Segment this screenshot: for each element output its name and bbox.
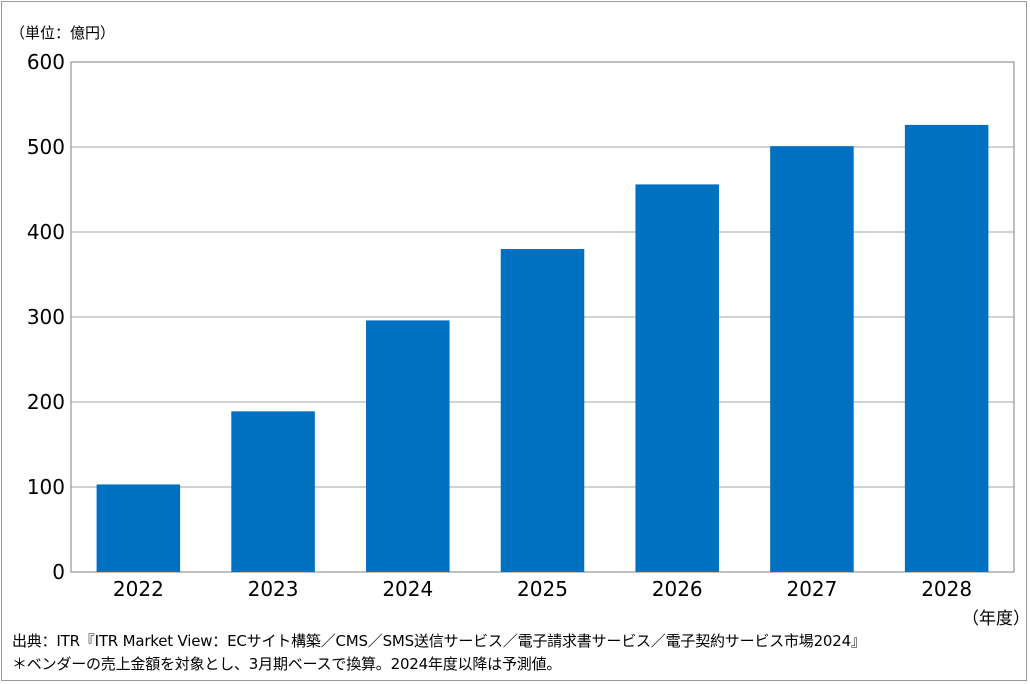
bar-2023 xyxy=(231,411,315,572)
x-tick-label: 2027 xyxy=(786,577,837,601)
bar-2026 xyxy=(635,184,719,572)
footnote: ＊ベンダーの売上金額を対象とし、3月期ベースで換算。2024年度以降は予測値。 xyxy=(12,655,562,673)
bar-2025 xyxy=(500,249,585,572)
y-tick-label: 100 xyxy=(27,475,65,499)
bar-2027 xyxy=(770,146,854,572)
y-tick-label: 600 xyxy=(27,50,65,74)
unit-label: （単位：億円） xyxy=(10,24,116,42)
y-axis-ticks: 0 100 200 300 400 500 600 xyxy=(27,50,65,584)
y-tick-label: 400 xyxy=(27,220,65,244)
y-tick-label: 500 xyxy=(27,135,65,159)
x-tick-label: 2022 xyxy=(113,577,164,601)
x-axis-ticks: 2022 2023 2024 2025 2026 2027 2028 xyxy=(113,577,972,601)
source-note: 出典：ITR『ITR Market View：ECサイト構築／CMS／SMS送信… xyxy=(12,632,866,650)
fiscal-year-label: （年度） xyxy=(962,609,1030,629)
x-tick-label: 2023 xyxy=(248,577,299,601)
x-tick-label: 2026 xyxy=(652,577,703,601)
bar-2028 xyxy=(904,124,989,573)
y-tick-label: 200 xyxy=(27,390,65,414)
x-tick-label: 2024 xyxy=(382,577,433,601)
x-tick-label: 2025 xyxy=(517,577,568,601)
y-tick-label: 300 xyxy=(27,305,65,329)
bars xyxy=(96,124,989,573)
bar-2022 xyxy=(96,484,181,572)
x-tick-label: 2028 xyxy=(921,577,972,601)
y-tick-label: 0 xyxy=(52,560,65,584)
bar-2024 xyxy=(366,320,450,572)
